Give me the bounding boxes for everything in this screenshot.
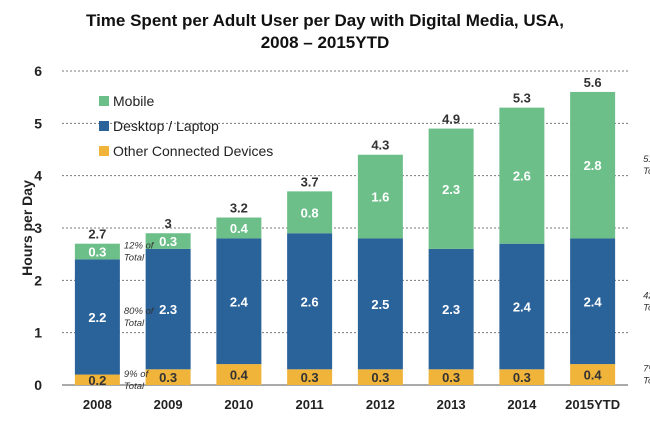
data-label-desktop: 2.5 — [371, 297, 389, 312]
data-label-mobile: 2.8 — [584, 158, 602, 173]
data-label-other: 0.2 — [88, 373, 106, 388]
total-label: 4.9 — [442, 112, 460, 127]
data-label-other: 0.3 — [159, 370, 177, 385]
y-tick-label: 0 — [34, 377, 42, 393]
bar-desktop — [74, 259, 120, 375]
share-annotation-desktop: Total — [124, 318, 145, 329]
data-label-desktop: 2.4 — [584, 294, 603, 309]
bar-mobile — [145, 233, 191, 249]
share-annotation-desktop: 42% of — [643, 290, 650, 301]
chart-title-line-1: Time Spent per Adult User per Day with D… — [86, 11, 564, 30]
y-tick-label: 1 — [34, 325, 42, 341]
data-label-other: 0.4 — [230, 368, 249, 383]
data-label-mobile: 2.6 — [513, 169, 531, 184]
share-annotation-other: Total — [643, 376, 650, 387]
total-label: 2.7 — [88, 227, 106, 242]
bar-mobile — [428, 128, 474, 249]
data-label-desktop: 2.4 — [513, 300, 532, 315]
bar-other — [499, 369, 545, 385]
total-label: 5.3 — [513, 91, 531, 106]
y-tick-label: 6 — [34, 63, 42, 79]
y-tick-label: 4 — [34, 168, 42, 184]
data-label-desktop: 2.6 — [301, 294, 319, 309]
data-label-mobile: 2.3 — [442, 182, 460, 197]
data-label-mobile: 0.4 — [230, 221, 249, 236]
legend-label-desktop: Desktop / Laptop — [113, 118, 219, 134]
x-tick-label: 2014 — [507, 397, 537, 412]
share-annotation-mobile: 51% of — [643, 154, 650, 165]
total-label: 3.2 — [230, 201, 248, 216]
data-label-other: 0.3 — [371, 370, 389, 385]
y-tick-label: 5 — [34, 115, 42, 131]
bar-other — [216, 364, 262, 385]
bar-desktop — [145, 248, 191, 370]
share-annotation-other: 9% of — [124, 369, 150, 380]
y-tick-label: 2 — [34, 272, 42, 288]
data-label-mobile: 0.8 — [301, 205, 319, 220]
bar-mobile — [357, 154, 403, 239]
bar-desktop — [216, 238, 262, 365]
total-label: 3.7 — [301, 174, 319, 189]
x-tick-label: 2013 — [437, 397, 466, 412]
data-label-mobile: 1.6 — [371, 190, 389, 205]
bar-mobile — [287, 191, 333, 234]
data-label-other: 0.4 — [584, 368, 603, 383]
x-tick-label: 2012 — [366, 397, 395, 412]
bar-other — [357, 369, 403, 385]
data-label-other: 0.3 — [513, 370, 531, 385]
data-label-desktop: 2.3 — [442, 302, 460, 317]
total-label: 5.6 — [584, 75, 602, 90]
legend-label-mobile: Mobile — [113, 93, 154, 109]
data-label-other: 0.3 — [442, 370, 460, 385]
share-annotation-desktop: 80% of — [124, 306, 155, 317]
y-tick-label: 3 — [34, 220, 42, 236]
bar-desktop — [570, 238, 616, 365]
data-label-desktop: 2.3 — [159, 302, 177, 317]
data-label-mobile: 0.3 — [159, 234, 177, 249]
data-label-desktop: 2.4 — [230, 294, 249, 309]
bar-mobile — [570, 91, 616, 239]
x-tick-label: 2008 — [83, 397, 112, 412]
y-axis-label: Hours per Day — [19, 180, 35, 276]
bar-other — [287, 369, 333, 385]
legend-swatch-desktop — [99, 121, 109, 131]
share-annotation-mobile: Total — [124, 253, 145, 264]
bar-other — [570, 364, 616, 385]
total-label: 4.3 — [371, 138, 389, 153]
bar-desktop — [428, 248, 474, 370]
data-label-mobile: 0.3 — [88, 245, 106, 260]
bar-mobile — [216, 217, 262, 239]
bar-mobile — [74, 243, 120, 260]
data-label-other: 0.3 — [301, 370, 319, 385]
bar-other — [74, 374, 120, 385]
share-annotation-other: Total — [124, 381, 145, 392]
x-tick-label: 2015YTD — [565, 397, 620, 412]
x-tick-label: 2009 — [154, 397, 183, 412]
bar-mobile — [499, 107, 545, 244]
legend-label-other: Other Connected Devices — [113, 143, 273, 159]
bar-desktop — [499, 243, 545, 370]
bar-other — [145, 369, 191, 385]
x-tick-label: 2010 — [224, 397, 253, 412]
bar-desktop — [357, 238, 403, 370]
share-annotation-mobile: Total — [643, 166, 650, 177]
data-label-desktop: 2.2 — [88, 310, 106, 325]
bar-other — [428, 369, 474, 385]
legend-swatch-other — [99, 146, 109, 156]
share-annotation-other: 7% of — [643, 364, 650, 375]
share-annotation-desktop: Total — [643, 302, 650, 313]
chart-title-line-2: 2008 – 2015YTD — [260, 33, 390, 52]
total-label: 3 — [165, 216, 172, 231]
x-tick-label: 2011 — [296, 397, 324, 412]
bar-desktop — [287, 233, 333, 370]
legend-swatch-mobile — [99, 96, 109, 106]
share-annotation-mobile: 12% of — [124, 241, 155, 252]
